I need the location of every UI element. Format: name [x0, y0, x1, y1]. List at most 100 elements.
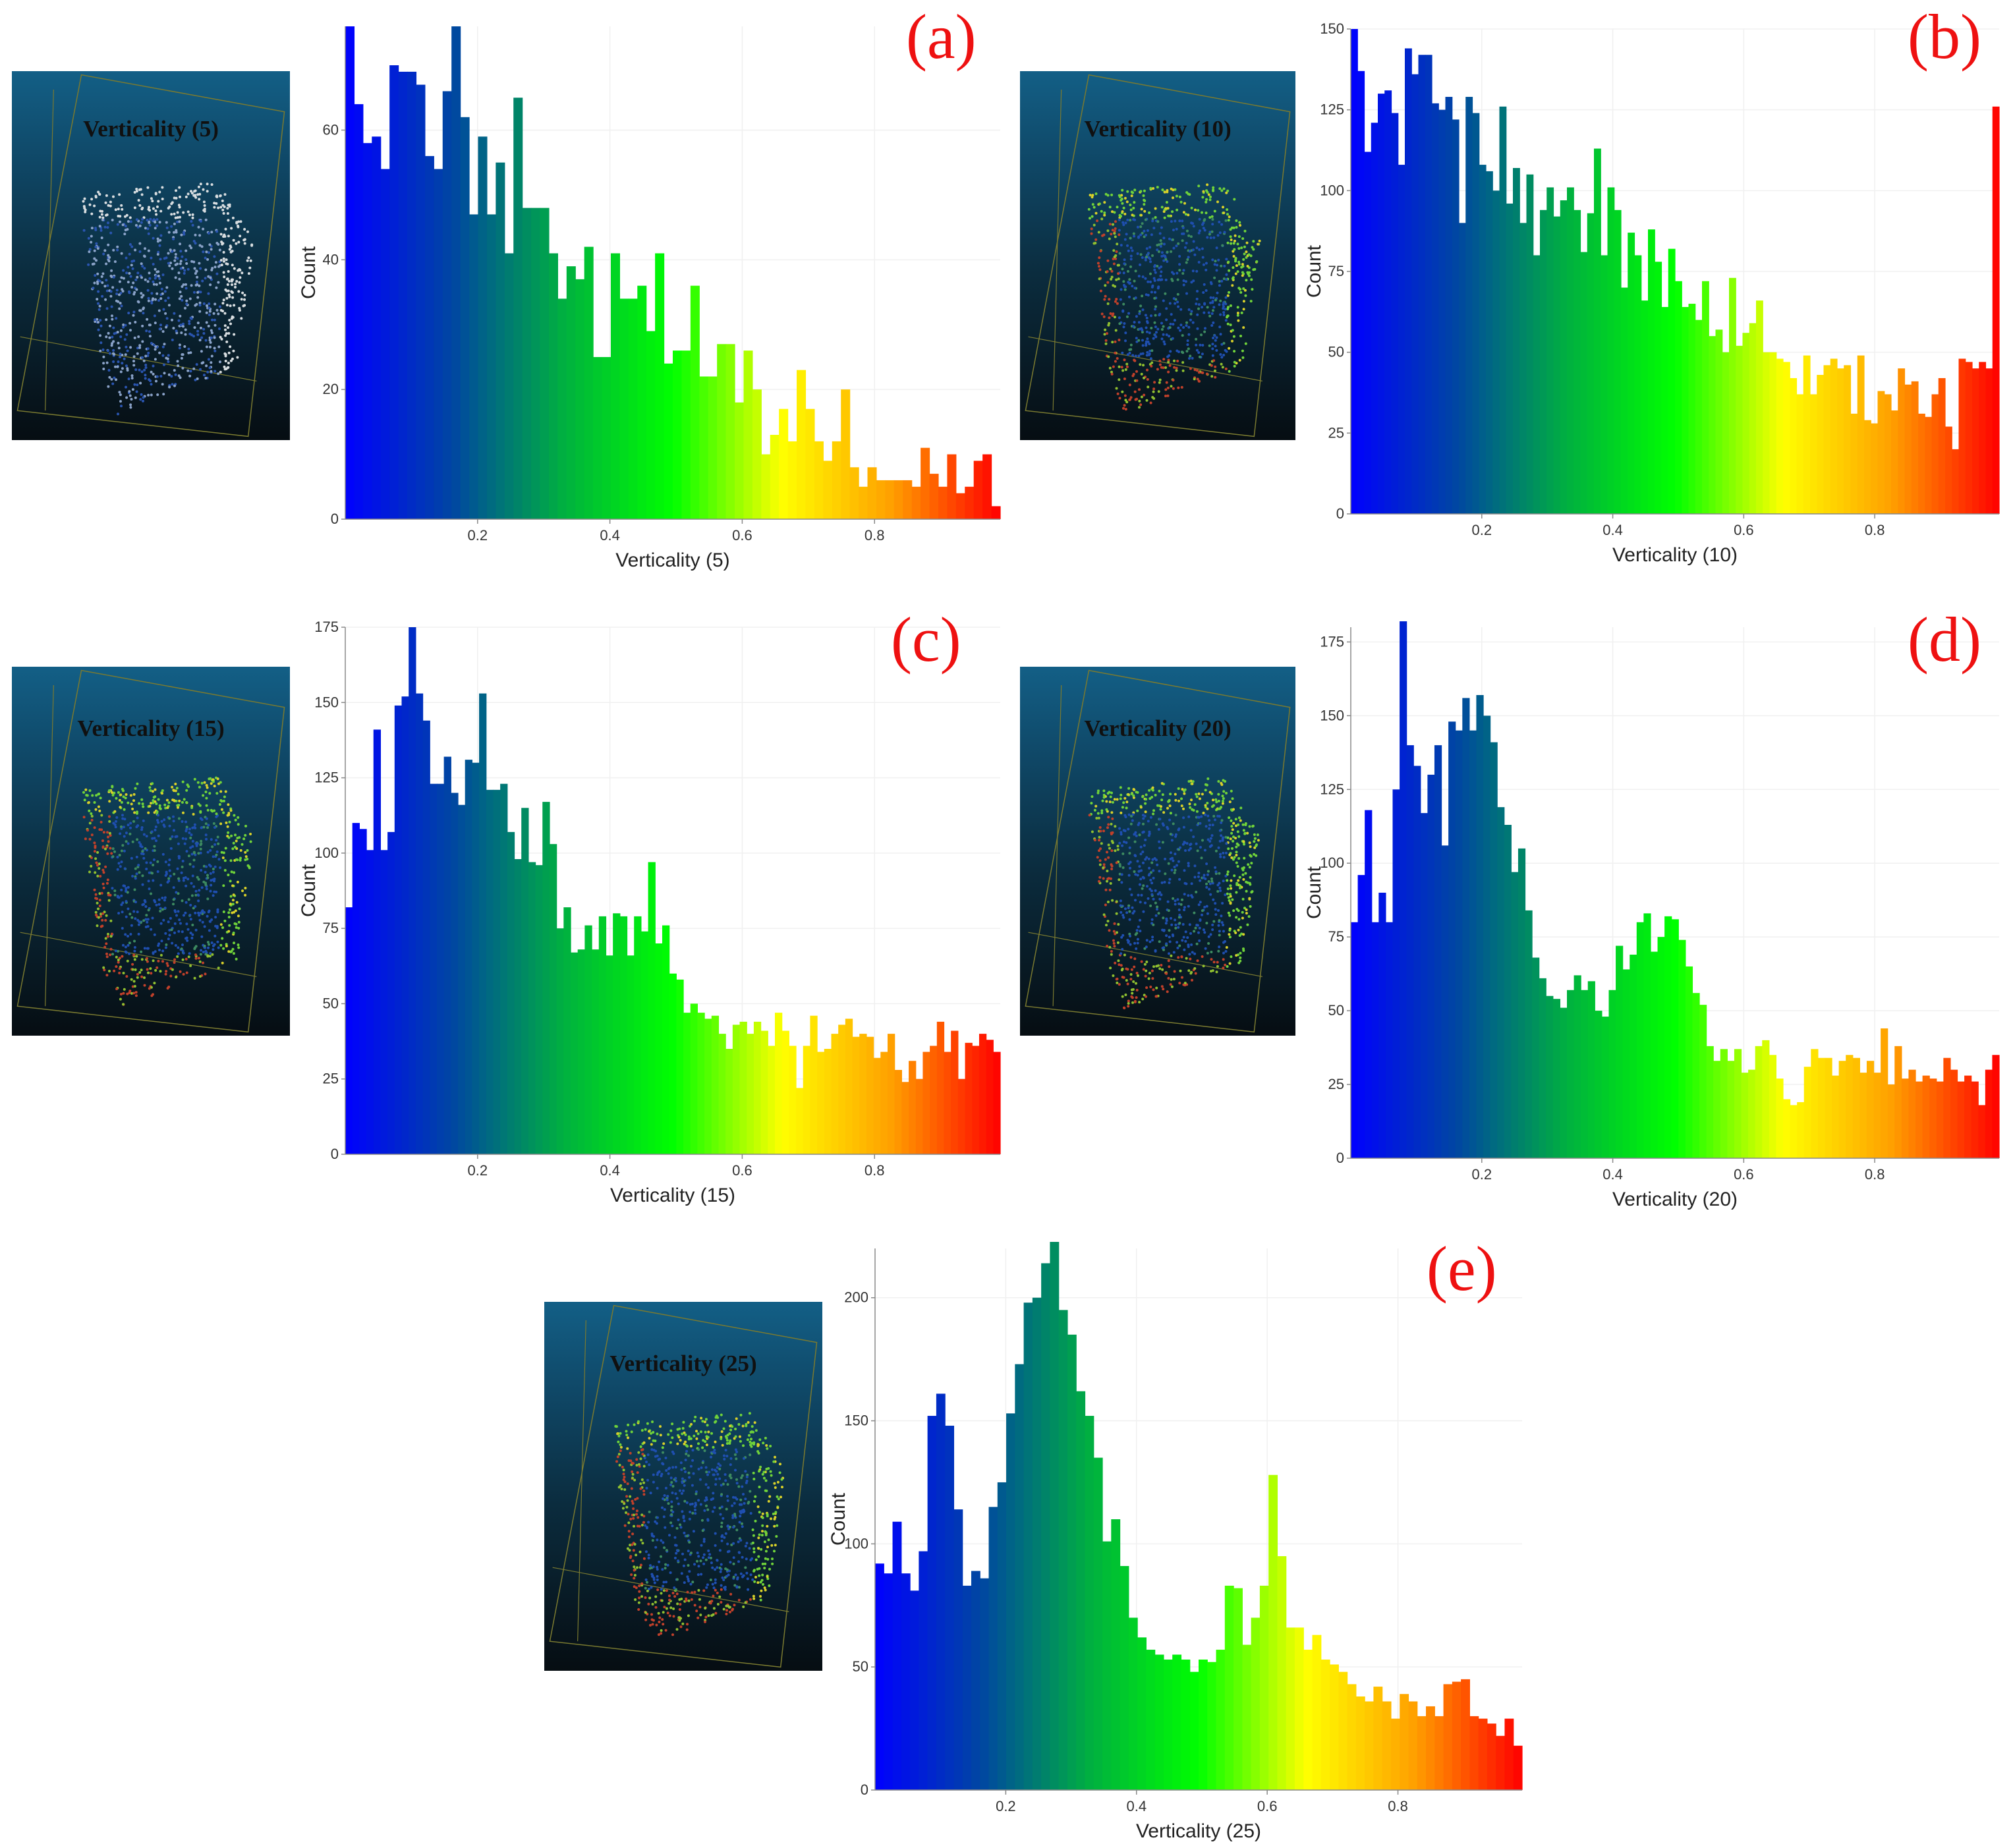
- cloud-point: [190, 317, 193, 320]
- cloud-point: [733, 1513, 737, 1516]
- cloud-point: [684, 1470, 687, 1473]
- cloud-point: [128, 990, 132, 993]
- cloud-point: [94, 318, 96, 322]
- cloud-point: [107, 385, 110, 388]
- cloud-point: [695, 1437, 698, 1440]
- cloud-point: [1247, 863, 1250, 866]
- cloud-point: [133, 291, 136, 294]
- cloud-point: [125, 385, 127, 389]
- cloud-point: [82, 200, 85, 203]
- histogram-bar: [867, 467, 877, 519]
- cloud-point: [1182, 279, 1185, 283]
- cloud-point: [165, 221, 168, 224]
- cloud-point: [645, 1486, 648, 1490]
- cloud-point: [233, 333, 236, 336]
- cloud-point: [223, 368, 227, 371]
- cloud-point: [1156, 220, 1160, 223]
- cloud-point: [1127, 907, 1130, 909]
- cloud-point: [1196, 313, 1199, 316]
- cloud-point: [158, 277, 161, 280]
- cloud-point: [1208, 824, 1212, 827]
- cloud-point: [1141, 887, 1144, 890]
- cloud-point: [183, 231, 185, 234]
- x-tick-label: 0.6: [1734, 1166, 1754, 1183]
- cloud-point: [1177, 242, 1180, 245]
- cloud-point: [88, 250, 91, 254]
- histogram-bar: [690, 285, 700, 519]
- histogram-bar: [929, 474, 939, 519]
- cloud-point: [159, 922, 163, 925]
- cloud-point: [177, 271, 181, 275]
- cloud-point: [1139, 225, 1143, 229]
- cloud-point: [723, 1536, 726, 1539]
- cloud-point: [683, 1558, 687, 1561]
- histogram-bar: [1756, 300, 1763, 514]
- cloud-point: [194, 893, 198, 897]
- cloud-point: [1127, 827, 1130, 831]
- cloud-point: [1241, 897, 1245, 901]
- cloud-point: [1198, 939, 1201, 942]
- cloud-point: [679, 1523, 682, 1526]
- cloud-point: [1118, 252, 1121, 255]
- cloud-point: [625, 1505, 629, 1509]
- cloud-point: [1214, 818, 1216, 822]
- cloud-point: [181, 860, 184, 862]
- cloud-point: [1147, 385, 1150, 389]
- cloud-point: [125, 793, 128, 796]
- cloud-point: [141, 324, 144, 327]
- cloud-point: [619, 1443, 622, 1446]
- cloud-point: [1208, 231, 1212, 234]
- cloud-point: [126, 992, 129, 995]
- cloud-point: [205, 321, 208, 324]
- cloud-point: [1096, 791, 1100, 795]
- cloud-point: [1117, 277, 1120, 281]
- cloud-point: [227, 289, 230, 293]
- cloud-point: [1206, 190, 1209, 194]
- cloud-point: [171, 201, 174, 204]
- cloud-point: [191, 223, 194, 227]
- cloud-point: [99, 341, 103, 345]
- cloud-point: [1150, 918, 1154, 921]
- cloud-point: [1106, 332, 1108, 335]
- cloud-point: [1208, 344, 1211, 347]
- cloud-point: [233, 304, 236, 307]
- cloud-point: [167, 877, 171, 880]
- cloud-point: [164, 299, 167, 302]
- cloud-point: [156, 292, 159, 295]
- cloud-point: [1120, 881, 1123, 884]
- cloud-point: [1189, 318, 1192, 322]
- cloud-point: [1089, 217, 1091, 220]
- cloud-point: [164, 946, 167, 949]
- cloud-point: [1156, 905, 1159, 909]
- cloud-point: [1160, 206, 1164, 209]
- cloud-point: [1148, 887, 1152, 891]
- cloud-point: [190, 806, 194, 809]
- cloud-point: [217, 946, 220, 949]
- cloud-point: [165, 256, 168, 260]
- cloud-point: [161, 330, 165, 333]
- cloud-point: [204, 791, 208, 793]
- cloud-point: [1174, 926, 1177, 930]
- cloud-point: [136, 275, 139, 279]
- cloud-point: [122, 325, 125, 329]
- cloud-point: [136, 838, 139, 841]
- histogram-bar: [1748, 1069, 1756, 1158]
- cloud-point: [1241, 274, 1244, 277]
- cloud-point: [99, 334, 101, 337]
- cloud-point: [127, 842, 130, 845]
- cloud-point: [1128, 852, 1131, 855]
- cloud-point: [108, 815, 111, 818]
- cloud-point: [120, 204, 123, 207]
- cloud-point: [1142, 817, 1145, 820]
- cloud-point: [1118, 339, 1121, 341]
- histogram-bar: [1958, 358, 1966, 514]
- cloud-point: [714, 1611, 718, 1615]
- cloud-point: [125, 900, 128, 903]
- histogram-bar: [1790, 378, 1798, 514]
- cloud-point: [1181, 334, 1184, 337]
- cloud-point: [1121, 202, 1124, 205]
- cloud-point: [706, 1424, 709, 1427]
- cloud-point: [632, 1549, 635, 1552]
- cloud-point: [230, 834, 233, 837]
- cloud-point: [1220, 806, 1223, 809]
